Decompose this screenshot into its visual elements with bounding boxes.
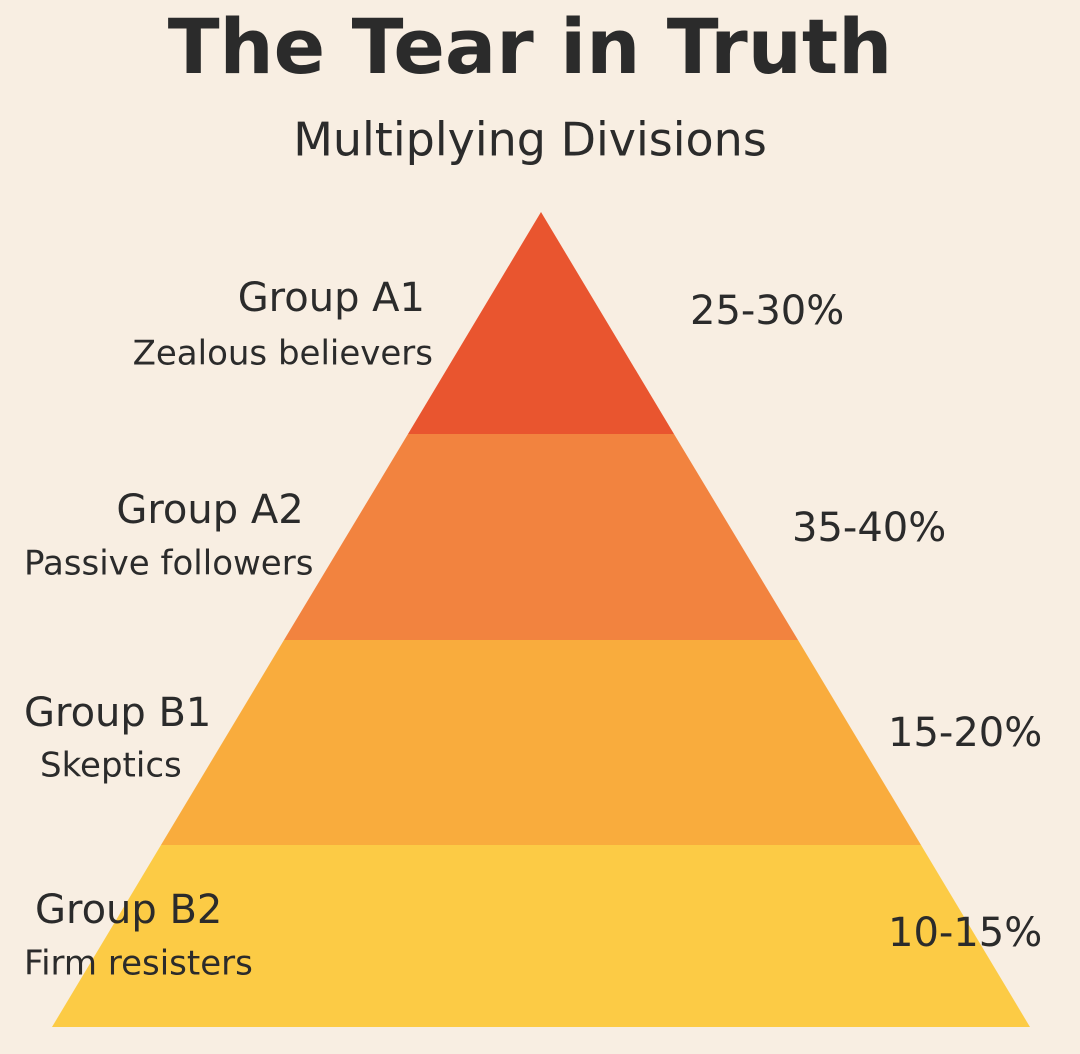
- group-description: Zealous believers: [133, 334, 433, 374]
- group-range: 35-40%: [792, 505, 946, 551]
- group-label: Group A2: [116, 487, 303, 533]
- pyramid-tier: [52, 845, 1030, 1027]
- group-label: Group B2: [35, 887, 222, 933]
- pyramid-tier: [161, 640, 921, 845]
- group-label: Group A1: [238, 275, 425, 321]
- group-description: Passive followers: [24, 544, 313, 584]
- group-description: Firm resisters: [24, 944, 253, 984]
- subtitle: Multiplying Divisions: [293, 113, 767, 167]
- group-range: 15-20%: [888, 710, 1042, 756]
- group-description: Skeptics: [40, 746, 182, 786]
- title: The Tear in Truth: [168, 2, 893, 91]
- group-range: 25-30%: [690, 288, 844, 334]
- pyramid-tier: [284, 434, 798, 640]
- group-label: Group B1: [24, 690, 211, 736]
- pyramid-tier: [408, 212, 674, 434]
- group-range: 10-15%: [888, 910, 1042, 956]
